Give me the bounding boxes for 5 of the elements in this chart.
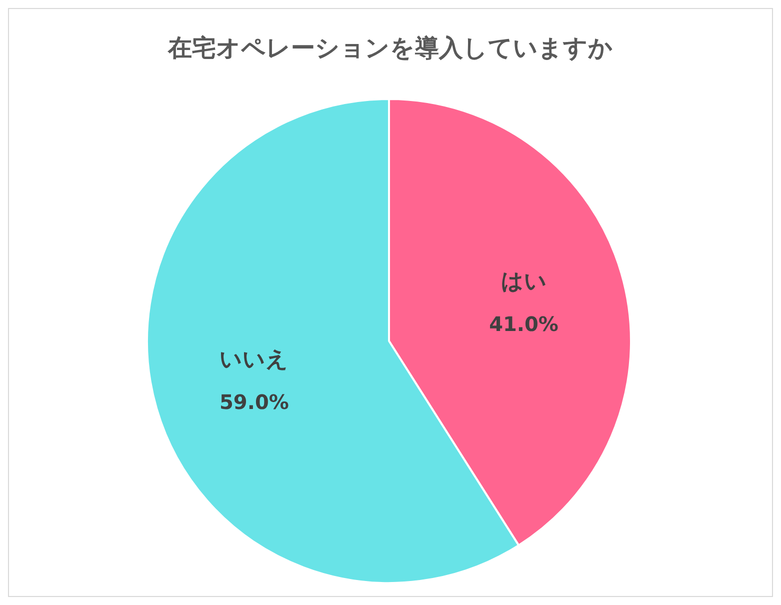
data-label: 59.0%: [220, 390, 289, 414]
slice-label: はい: [500, 269, 547, 294]
chart-title: 在宅オペレーションを導入していますか: [166, 32, 614, 64]
slice-label: いいえ: [220, 348, 289, 373]
data-label: 41.0%: [489, 312, 558, 336]
